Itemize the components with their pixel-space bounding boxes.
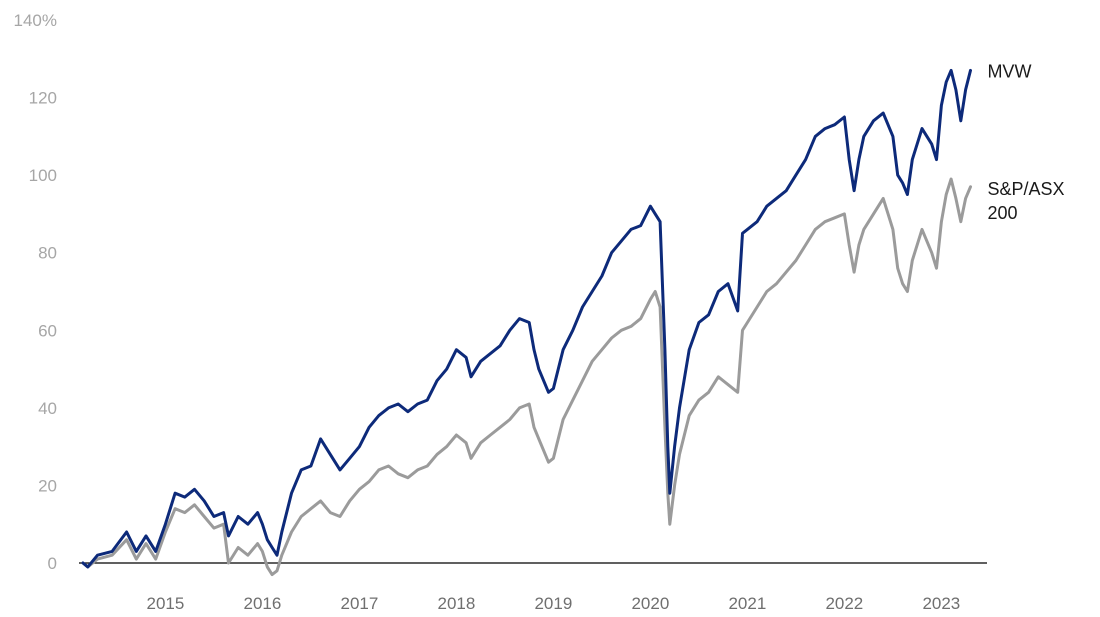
y-axis-tick-labels: 0 20 40 60 80 100 120 140% [14, 11, 57, 573]
x-tick-label: 2019 [534, 594, 572, 613]
x-tick-label: 2023 [922, 594, 960, 613]
y-tick-label: 80 [38, 244, 57, 263]
series-line-mvw [81, 68, 972, 569]
series-lines [81, 68, 972, 577]
y-tick-label: 60 [38, 321, 57, 340]
x-tick-label: 2017 [341, 594, 379, 613]
series-labels: MVW S&P/ASX 200 [987, 61, 1064, 222]
series-label-s-p-asx-200: S&P/ASX 200 [987, 179, 1064, 223]
y-tick-label: 100 [29, 166, 57, 185]
x-tick-label: 2020 [631, 594, 669, 613]
y-tick-label: 0 [48, 554, 57, 573]
series-label-mvw: MVW [987, 61, 1031, 81]
series-line-s-p-asx-200 [81, 177, 972, 577]
x-tick-label: 2018 [437, 594, 475, 613]
x-tick-label: 2022 [825, 594, 863, 613]
y-tick-label: 40 [38, 399, 57, 418]
x-tick-label: 2016 [244, 594, 282, 613]
y-tick-label: 120 [29, 89, 57, 108]
y-tick-label: 20 [38, 476, 57, 495]
x-axis-tick-labels: 2015 2016 2017 2018 2019 2020 2021 2022 2023 [147, 594, 961, 613]
x-tick-label: 2015 [147, 594, 185, 613]
y-tick-label: 140% [14, 11, 57, 30]
x-tick-label: 2021 [728, 594, 766, 613]
